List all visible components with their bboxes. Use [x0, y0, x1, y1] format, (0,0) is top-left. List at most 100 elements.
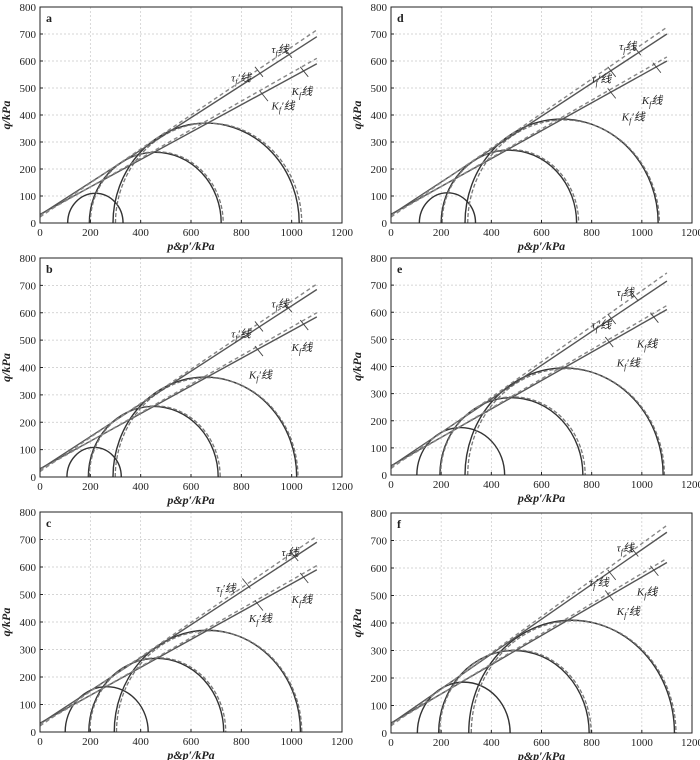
y-tick-label: 0 — [31, 727, 37, 739]
label-leader — [254, 66, 264, 78]
x-tick-label: 800 — [233, 481, 250, 493]
line-label: τf线 — [617, 542, 635, 557]
mohr-circle-total — [416, 426, 506, 475]
mohr-circle-effective — [470, 620, 677, 733]
y-tick-label: 800 — [371, 508, 388, 520]
y-tick-label: 100 — [371, 191, 388, 203]
line-label: τf′线 — [216, 582, 237, 597]
y-tick-label: 0 — [382, 218, 388, 230]
y-axis-label: q/kPa — [350, 609, 364, 638]
x-tick-label: 0 — [388, 227, 394, 239]
y-tick-label: 600 — [20, 308, 37, 320]
chart-panel-c: 0 200 400 600 800 1000 1200 0 100 200 300 400 500 600… — [0, 507, 354, 760]
y-tick-label: 200 — [20, 672, 37, 684]
series-line-4 — [391, 304, 668, 468]
mohr-circle-total — [112, 122, 300, 223]
x-tick-label: 1200 — [331, 736, 354, 748]
y-tick-label: 800 — [20, 253, 37, 265]
y-tick-label: 400 — [20, 110, 37, 122]
x-tick-label: 800 — [583, 227, 600, 239]
x-tick-label: 200 — [433, 227, 450, 239]
y-tick-label: 100 — [20, 191, 37, 203]
y-tick-label: 0 — [382, 470, 388, 482]
label-leader — [652, 62, 662, 74]
line-label: Kf线 — [636, 586, 659, 601]
panel-letter: b — [46, 262, 53, 276]
y-tick-label: 500 — [371, 334, 388, 346]
x-tick-label: 0 — [37, 227, 43, 239]
x-tick-label: 600 — [183, 736, 200, 748]
y-tick-label: 400 — [20, 617, 37, 629]
line-label: τf线 — [272, 297, 290, 312]
y-tick-label: 200 — [20, 417, 37, 429]
x-tick-label: 800 — [233, 736, 250, 748]
y-tick-label: 100 — [371, 701, 388, 713]
chart-panel-b: 0 200 400 600 800 1000 1200 0 100 200 300 400 500 600… — [0, 253, 354, 507]
series-line-2 — [391, 272, 668, 470]
plot-content — [391, 26, 668, 223]
label-leader — [607, 313, 617, 325]
line-label: Kf′线 — [616, 357, 641, 372]
label-leader — [299, 66, 309, 78]
line-label: τf′线 — [231, 71, 252, 86]
x-tick-label: 1000 — [631, 479, 654, 491]
x-axis-label: p&p′/kPa — [517, 491, 565, 505]
line-label: Kf′线 — [271, 100, 296, 115]
label-leader — [299, 572, 309, 584]
y-tick-label: 200 — [371, 164, 388, 176]
series-line-3 — [40, 569, 318, 724]
mohr-circle-effective — [467, 119, 661, 223]
y-tick-label: 600 — [20, 56, 37, 68]
x-tick-label: 0 — [388, 737, 394, 749]
y-tick-label: 700 — [20, 29, 37, 41]
label-leader — [259, 90, 269, 102]
y-tick-label: 400 — [371, 618, 388, 630]
panel-letter: d — [397, 11, 404, 25]
y-tick-label: 600 — [20, 562, 37, 574]
series-line-3 — [391, 561, 668, 724]
y-tick-label: 100 — [20, 445, 37, 457]
line-label: τf线 — [617, 286, 635, 301]
x-tick-label: 200 — [82, 227, 99, 239]
line-label: Kf线 — [291, 85, 314, 100]
x-axis-label: p&p′/kPa — [166, 493, 214, 507]
series-line-3 — [40, 63, 318, 215]
y-tick-label: 300 — [371, 137, 388, 149]
series-line-3 — [391, 60, 668, 215]
x-tick-label: 600 — [183, 481, 200, 493]
y-tick-label: 300 — [371, 646, 388, 658]
line-label: τf′线 — [231, 327, 252, 342]
plot-content — [40, 535, 318, 732]
y-tick-label: 800 — [20, 2, 37, 14]
label-leader — [289, 550, 299, 562]
chart-panel-f: 0 200 400 600 800 1000 1200 0 100 200 300 400 500 600… — [350, 508, 700, 760]
chart-panel-a: 0 200 400 600 800 1000 1200 0 100 200 300 400 500 600… — [0, 2, 354, 253]
label-leader — [254, 600, 264, 611]
plot-content — [40, 283, 318, 477]
chart-panel-d: 0 200 400 600 800 1000 1200 0 100 200 300 400 500 600… — [350, 2, 700, 253]
x-tick-label: 1200 — [681, 737, 700, 749]
label-leader — [607, 66, 617, 78]
label-leader — [604, 590, 614, 601]
y-axis-label: q/kPa — [350, 352, 364, 381]
x-tick-label: 0 — [37, 481, 43, 493]
line-label: Kf线 — [291, 593, 314, 608]
x-tick-label: 1200 — [681, 227, 700, 239]
x-tick-label: 400 — [483, 479, 500, 491]
y-tick-label: 500 — [20, 590, 37, 602]
x-axis-label: p&p′/kPa — [166, 748, 214, 760]
x-tick-label: 600 — [533, 737, 550, 749]
x-tick-label: 1000 — [631, 737, 654, 749]
y-tick-label: 600 — [371, 563, 388, 575]
label-leader — [650, 565, 659, 577]
y-tick-label: 200 — [371, 673, 388, 685]
line-label: Kf线 — [641, 94, 664, 109]
y-tick-label: 800 — [371, 2, 388, 14]
line-label: τf′线 — [592, 319, 613, 334]
y-tick-label: 200 — [20, 164, 37, 176]
x-tick-label: 200 — [82, 481, 99, 493]
x-tick-label: 400 — [132, 736, 149, 748]
label-leader — [629, 546, 639, 557]
y-tick-label: 400 — [20, 363, 37, 375]
